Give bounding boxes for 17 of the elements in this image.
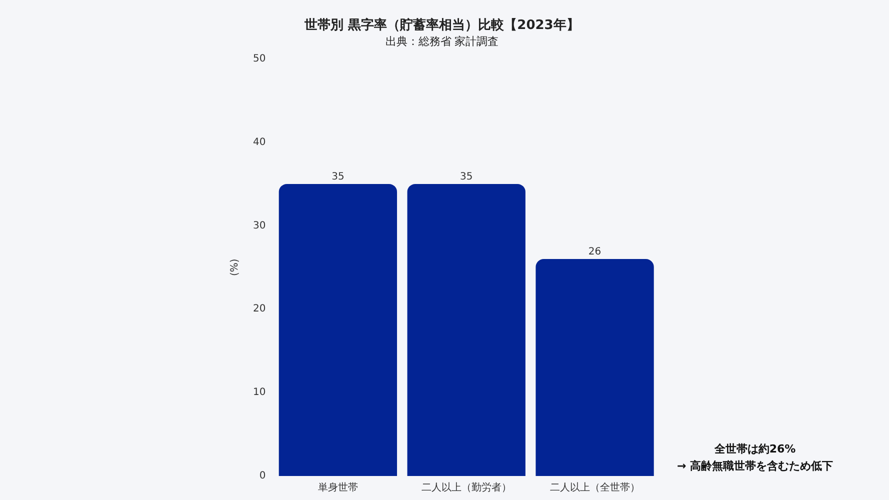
chart-subtitle: 出典：総務省 家計調査: [385, 35, 499, 48]
x-tick-label: 単身世帯: [318, 482, 358, 494]
y-tick-label: 20: [252, 304, 266, 315]
data-label: 35: [460, 172, 473, 183]
x-tick-label: 二人以上（勤労者）: [421, 482, 512, 494]
text: → 高齢無職世帯を含むため低下: [676, 459, 834, 472]
x-tick-label: 二人以上（全世帯）: [550, 482, 640, 494]
y-axis-title: (%): [230, 258, 241, 276]
data-label: 26: [588, 246, 602, 258]
y-tick-label: 50: [252, 53, 266, 64]
y-tick-label: 40: [252, 136, 266, 148]
chart-title: 世帯別 黒字率（貯蓄率相当）比較【2023年】: [304, 17, 580, 34]
y-tick-label: 10: [252, 387, 266, 398]
y-tick-label: 30: [252, 220, 266, 232]
text: 全世帯は約26%: [713, 442, 796, 456]
y-tick-label: 0: [259, 470, 266, 482]
data-label: 35: [332, 172, 344, 183]
